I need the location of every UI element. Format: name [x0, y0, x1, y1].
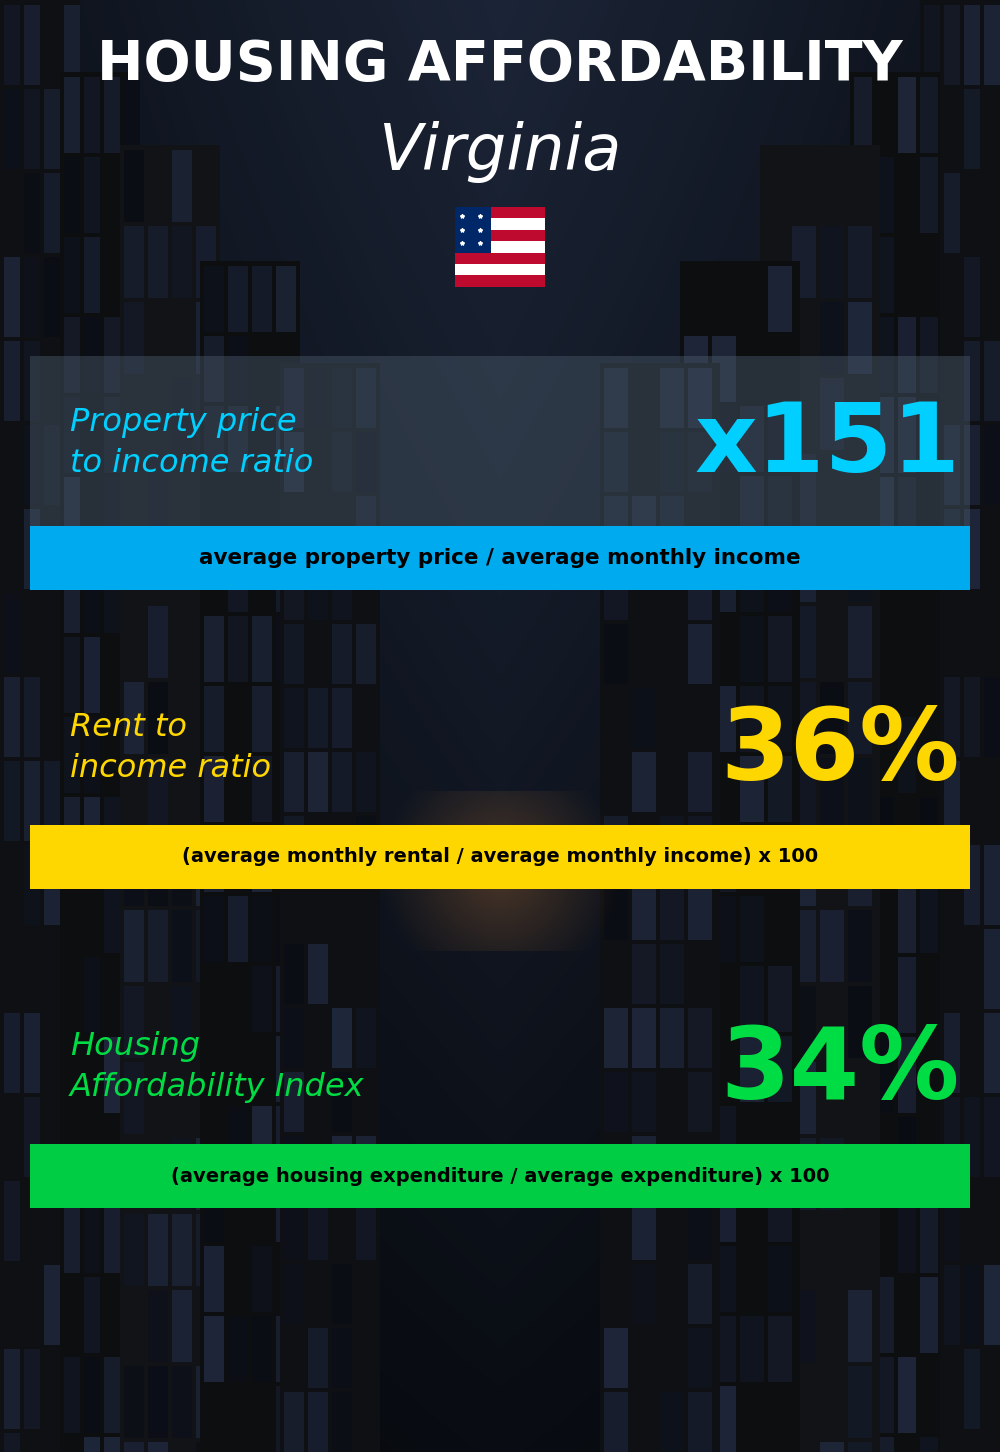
Text: Housing
Affordability Index: Housing Affordability Index [70, 1031, 365, 1104]
Bar [455, 229, 545, 241]
Bar [455, 264, 545, 276]
Text: average property price / average monthly income: average property price / average monthly… [199, 547, 801, 568]
Text: Property price
to income ratio: Property price to income ratio [70, 407, 313, 479]
Text: (average housing expenditure / average expenditure) x 100: (average housing expenditure / average e… [171, 1166, 829, 1186]
Text: (average monthly rental / average monthly income) x 100: (average monthly rental / average monthl… [182, 847, 818, 867]
Bar [30, 1144, 970, 1208]
Bar [30, 825, 970, 889]
Bar [455, 206, 491, 253]
Bar [30, 526, 970, 590]
Bar [30, 356, 970, 544]
Bar [455, 253, 545, 264]
Text: HOUSING AFFORDABILITY: HOUSING AFFORDABILITY [97, 38, 903, 93]
Text: Rent to
income ratio: Rent to income ratio [70, 711, 271, 784]
Bar [455, 276, 545, 287]
Text: x151: x151 [694, 399, 960, 492]
Text: 36%: 36% [721, 704, 960, 800]
Bar [455, 206, 545, 218]
Text: Virginia: Virginia [378, 122, 622, 183]
Text: 34%: 34% [721, 1024, 960, 1119]
Bar [455, 241, 545, 253]
Bar [455, 218, 545, 229]
